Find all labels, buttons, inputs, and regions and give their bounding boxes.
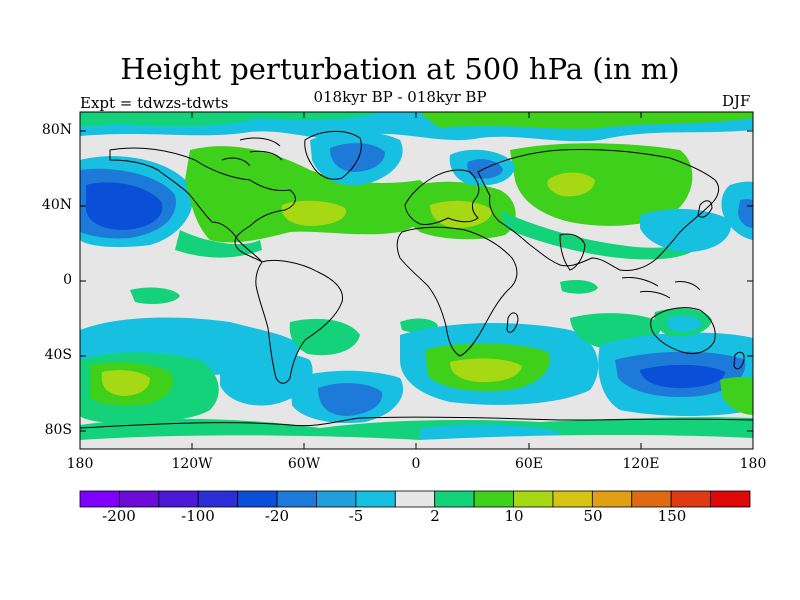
season-label: DJF — [722, 92, 751, 110]
colorbar-swatch — [591, 490, 633, 508]
coastline-indonesia — [621, 277, 701, 299]
coastline-africa — [396, 226, 518, 357]
contour-tropics-patch3 — [560, 280, 598, 294]
colorbar-label: 2 — [430, 507, 440, 525]
contour-siberia-yellow — [547, 172, 595, 197]
coastline-asia — [477, 148, 720, 271]
coastlines — [80, 131, 753, 429]
colorbar-label: -5 — [348, 507, 364, 525]
coastline-greenland — [304, 131, 362, 180]
contour-natlantic-green — [185, 146, 431, 243]
chart-subtitle: 018kyr BP - 018kyr BP — [313, 88, 487, 106]
lat-label-40n: 40N — [41, 197, 72, 213]
colorbar-label: -100 — [181, 507, 215, 525]
contour-natlantic-yellow — [281, 200, 346, 226]
colorbar-swatch — [434, 490, 475, 508]
lon-label-120w: 120W — [171, 456, 213, 472]
lon-label-180e: 180 — [739, 456, 767, 472]
colorbar-swatch — [316, 490, 357, 508]
lat-label-0: 0 — [63, 272, 72, 288]
contour-southern-cyan-sa — [220, 352, 313, 406]
contour-antarctic-green-east — [720, 377, 753, 415]
colorbar — [79, 490, 751, 508]
chart-title: Height perturbation at 500 hPa (in m) — [120, 52, 680, 86]
coastline-north-america — [109, 147, 296, 263]
colorbar-swatch — [158, 490, 199, 508]
lat-label-80s: 80S — [44, 422, 72, 438]
colorbar-label: 10 — [504, 507, 524, 525]
axis-ticks — [80, 112, 753, 449]
colorbar-swatch — [710, 490, 751, 508]
colorbar-swatch — [237, 490, 278, 508]
lon-label-0: 0 — [411, 456, 421, 472]
colorbar-swatch — [79, 490, 120, 508]
contour-band-north-green — [80, 112, 380, 127]
contour-southern-yellow-sw — [101, 370, 150, 396]
contour-australia-cyan — [666, 315, 702, 332]
map-panel — [80, 112, 753, 449]
colorbar-swatch — [552, 490, 593, 508]
contour-npacific-core — [86, 182, 163, 230]
colorbar-swatch — [631, 490, 672, 508]
colorbar-label: -200 — [102, 507, 136, 525]
contour-siberia-lightgreen — [500, 210, 700, 260]
contour-eastasia-cyan — [640, 208, 731, 252]
lon-label-180w: 180 — [66, 456, 94, 472]
coastline-australia — [650, 307, 716, 355]
colorbar-label: 50 — [583, 507, 603, 525]
lat-label-40s: 40S — [44, 347, 72, 363]
lon-label-120e: 120E — [622, 456, 660, 472]
colorbar-swatch — [670, 490, 711, 508]
colorbar-label: 150 — [657, 507, 687, 525]
coastline-new-zealand — [733, 351, 745, 370]
contour-tropics-patch1 — [130, 287, 180, 304]
colorbar-swatch — [197, 490, 239, 508]
contour-southern-pacific-core — [640, 364, 725, 388]
coastline-antarctica — [80, 416, 753, 429]
lon-label-60e: 60E — [514, 456, 544, 472]
colorbar-label: -20 — [264, 507, 290, 525]
coastline-europe — [404, 169, 480, 225]
colorbar-swatch — [513, 490, 554, 508]
contour-southern-atlantic-blue — [318, 383, 383, 416]
lat-label-80n: 80N — [41, 122, 72, 138]
colorbar-swatch — [355, 490, 396, 508]
coastline-madagascar — [506, 312, 519, 333]
coastline-arctic-islands — [221, 137, 283, 167]
contour-npacific-east-edge — [721, 181, 753, 240]
contour-band-north-green-2 — [420, 112, 753, 129]
contour-southern-green-sa — [289, 318, 360, 356]
coastline-south-america — [255, 259, 344, 384]
coastline-india — [559, 233, 586, 271]
contour-southern-indian-yellow — [450, 358, 522, 383]
contour-greenland-blue — [330, 143, 385, 172]
contour-antarctic-grey — [80, 434, 753, 449]
experiment-label: Expt = tdwzs-tdwts — [80, 94, 229, 112]
contour-europe-yellow — [430, 200, 492, 228]
colorbar-swatch — [276, 490, 317, 508]
colorbar-swatch — [119, 490, 160, 508]
coastline-japan — [697, 200, 713, 218]
contour-siberia-green — [510, 143, 693, 226]
colorbar-swatch — [473, 490, 514, 508]
lon-label-60w: 60W — [287, 456, 321, 472]
colorbar-swatch — [394, 490, 436, 508]
